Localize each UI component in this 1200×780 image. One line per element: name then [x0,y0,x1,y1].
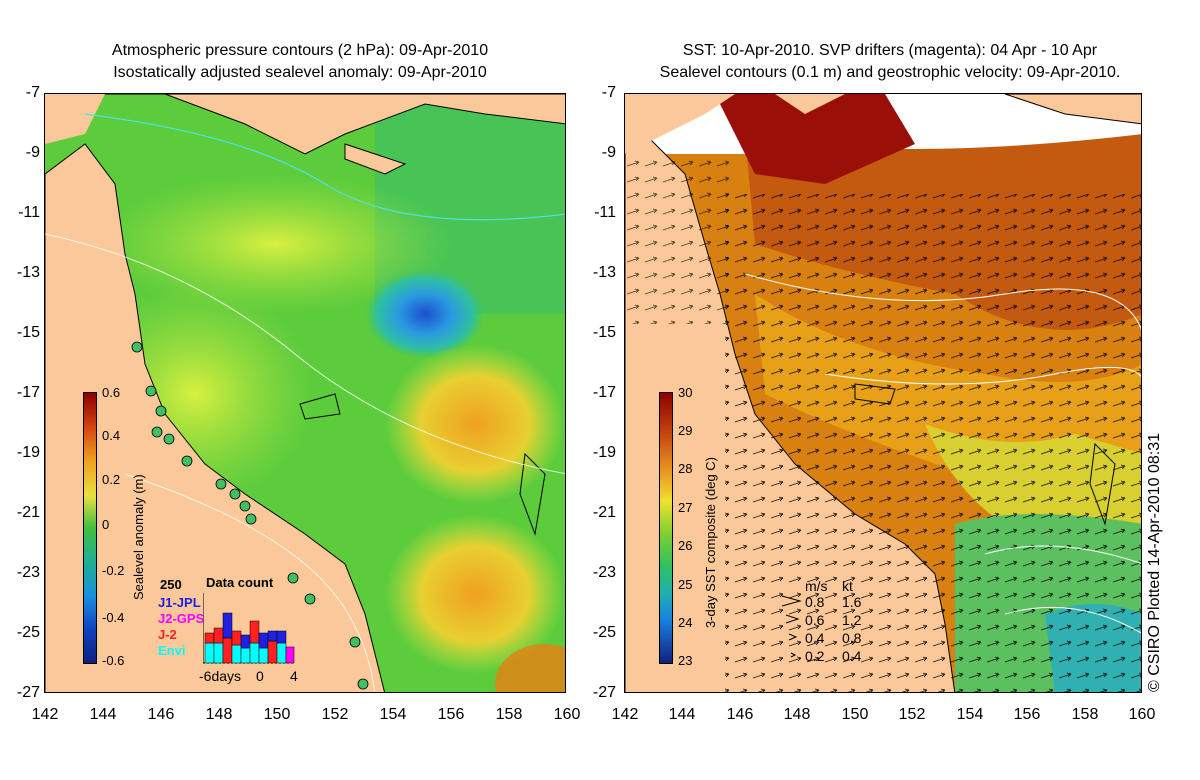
sst-colorbar-tick: 28 [678,461,693,476]
velocity-row-kt: 1.6 [842,594,862,610]
lat-tick: -27 [592,684,616,701]
lat-tick: -27 [16,684,40,701]
lon-tick: 152 [321,706,349,723]
data-count-axis-zero: 0 [256,668,264,684]
lon-tick: 148 [783,706,811,723]
lon-tick: 142 [611,706,639,723]
velocity-row-ms: 0.2 [805,648,825,664]
sst-colorbar-label: 3-day SST composite (deg C) [703,457,718,628]
lon-tick: 150 [841,706,869,723]
lon-tick: 158 [1071,706,1099,723]
lat-tick: -25 [592,624,616,641]
data-count-title: Data count [206,575,274,590]
lat-tick: -15 [592,324,616,341]
satellite-j2: J-2 [158,627,177,642]
data-count-axis-start: -6days [199,668,242,684]
lat-tick: -15 [16,324,40,341]
sst-colorbar-tick: 23 [678,653,693,668]
lon-tick: 160 [1128,706,1156,723]
sealevel-low-feature [365,269,485,359]
lat-tick: -7 [25,84,40,101]
data-count-max: 250 [160,577,182,592]
data-count-inset: 250 Data count J1-JPL J2-GPS J-2 Envi -6… [155,575,300,685]
velocity-row-ms: 0.4 [805,630,825,646]
sealevel-colorbar-tick: 0.4 [102,428,121,443]
data-count-axis-end: 4 [290,668,298,684]
lon-tick: 152 [898,706,926,723]
sst-map [624,93,1142,693]
lat-tick: -11 [18,204,40,221]
lat-tick: -19 [592,444,616,461]
velocity-unit-ms: m/s [805,578,828,594]
velocity-row-kt: 0.8 [842,630,862,646]
sealevel-colorbar-label: Sealevel anomaly (m) [131,474,146,600]
lon-tick: 144 [668,706,696,723]
sealevel-colorbar-tick: -0.4 [102,610,125,625]
lat-tick: -21 [16,504,40,521]
png-land [45,94,565,155]
lat-tick: -17 [16,384,40,401]
lon-tick: 156 [1013,706,1041,723]
lon-tick: 154 [956,706,984,723]
sst-colorbar-tick: 26 [678,538,693,553]
sst-map-graphic [625,94,1141,692]
lon-tick: 144 [89,706,117,723]
sst-colorbar-tick: 27 [678,500,693,515]
satellite-j2-gps: J2-GPS [158,611,205,626]
velocity-unit-kt: kt [842,578,853,594]
lat-tick: -9 [25,144,40,161]
lat-tick: -21 [592,504,616,521]
velocity-row-ms: 0.6 [805,612,825,628]
lon-tick: 160 [553,706,581,723]
sealevel-colorbar-tick: 0.2 [102,472,121,487]
lon-tick: 154 [379,706,407,723]
sealevel-colorbar-tick: 0.6 [102,385,121,400]
sealevel-colorbar [83,392,97,664]
satellite-envi: Envi [158,643,186,658]
sst-colorbar-tick: 30 [678,385,693,400]
lat-tick: -11 [594,204,616,221]
lat-tick: -19 [16,444,40,461]
lon-tick: 148 [205,706,233,723]
copyright-text: © CSIRO Plotted 14-Apr-2010 08:31 [1146,432,1163,692]
sst-colorbar-tick: 25 [678,577,693,592]
lat-tick: -23 [592,564,616,581]
sst-colorbar [659,392,673,664]
lon-tick: 146 [147,706,175,723]
lat-tick: -17 [592,384,616,401]
lon-tick: 156 [437,706,465,723]
lat-tick: -13 [16,264,40,281]
velocity-row-kt: 1.2 [842,612,862,628]
australia-land [45,143,386,692]
sealevel-colorbar-tick: -0.2 [102,563,125,578]
left-title-line1: Atmospheric pressure contours (2 hPa): 0… [111,42,489,59]
lon-tick: 150 [263,706,291,723]
lat-tick: -9 [601,144,616,161]
velocity-row-ms: 0.8 [805,594,825,610]
sealevel-anomaly-map [44,93,566,693]
velocity-legend: m/s kt 0.8 1.6 0.6 1.2 0.4 0.8 0.2 0.4 [780,578,890,668]
lat-tick: -25 [16,624,40,641]
right-title-line2: Sealevel contours (0.1 m) and geostrophi… [659,64,1121,81]
sst-colorbar-tick: 29 [678,423,693,438]
sst-hot-region [715,94,915,184]
tide-gauge-markers [131,341,369,690]
sealevel-map-graphic [45,94,565,692]
lat-tick: -23 [16,564,40,581]
lon-tick: 142 [31,706,59,723]
velocity-row-kt: 0.4 [842,648,862,664]
lon-tick: 158 [495,706,523,723]
sealevel-colorbar-tick: -0.6 [102,653,125,668]
right-title-line1: SST: 10-Apr-2010. SVP drifters (magenta)… [682,42,1098,59]
satellite-j1-jpl: J1-JPL [158,595,201,610]
velocity-legend-arrows [781,595,802,658]
lat-tick: -13 [592,264,616,281]
data-count-bars [203,593,295,664]
sst-colorbar-tick: 24 [678,615,693,630]
sealevel-colorbar-tick: 0 [102,517,110,532]
lon-tick: 146 [726,706,754,723]
left-title-line2: Isostatically adjusted sealevel anomaly:… [113,64,487,81]
lat-tick: -7 [601,84,616,101]
